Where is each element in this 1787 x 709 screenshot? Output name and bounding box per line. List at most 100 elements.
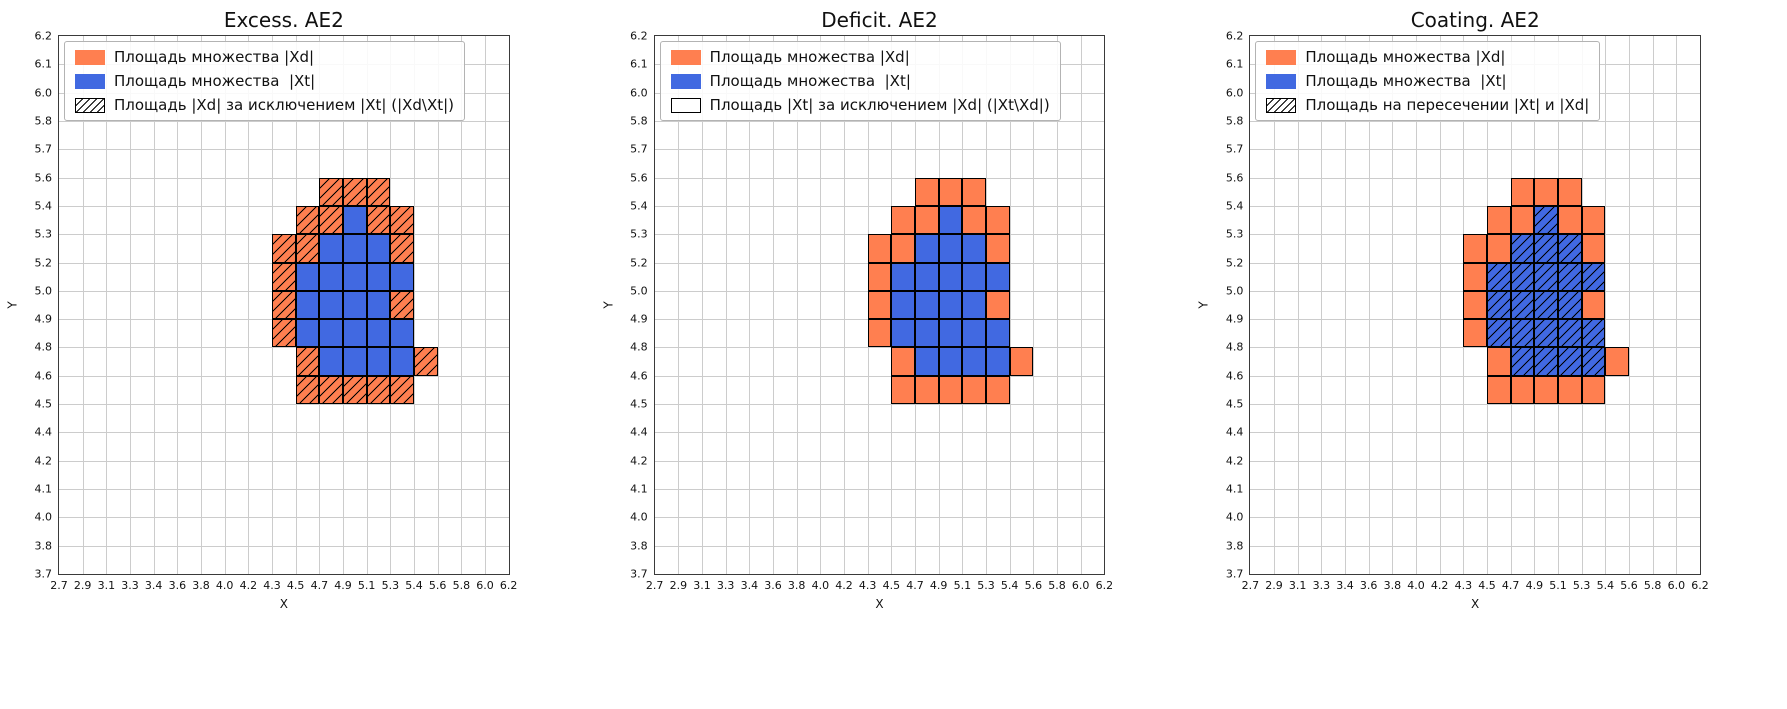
grid-cell-xt [962,234,986,263]
grid-cell-xt [366,319,391,348]
gridline-horizontal [59,545,509,547]
grid-cell-xd [962,177,986,206]
x-tick-label: 3.6 [764,579,782,592]
y-tick-label: 5.7 [34,142,53,156]
x-tick-label: 2.7 [645,579,664,592]
grid-cell-xd [1487,205,1511,235]
y-tick-label: 4.6 [1225,369,1244,383]
x-tick-label: 4.2 [1430,579,1449,592]
x-tick-label: 6.2 [499,579,518,592]
gridline-vertical [153,36,155,574]
grid-cell-xd [986,375,1010,405]
x-axis-title: X [279,597,288,611]
grid-cell-xd [891,234,915,263]
y-tick-label: 4.6 [630,369,648,383]
gridline-vertical [82,36,84,574]
y-tick-label: 4.6 [34,369,53,383]
gridline-vertical [702,36,703,574]
x-tick-label: 5.1 [953,579,972,592]
grid-cell-xt [915,290,939,320]
y-tick-label: 4.9 [630,312,648,326]
y-tick-label: 5.6 [1225,171,1244,185]
gridline-horizontal [59,404,509,406]
y-tick-label: 4.5 [1225,397,1244,411]
grid-cell-xt [295,262,320,291]
y-tick-label: 6.2 [1225,29,1244,43]
y-tick-label: 5.7 [1225,142,1244,156]
y-tick-label: 5.0 [630,284,648,298]
y-tick-label: 6.2 [34,29,53,43]
grid-cell-xt [390,347,414,376]
gridline-vertical [1392,36,1394,574]
legend-swatch-hatch [75,97,105,113]
y-tick-label: 4.8 [1225,340,1244,354]
grid-cell-xt [1510,347,1535,376]
grid-cell-xt [938,290,963,320]
y-tick-label: 5.6 [34,171,53,185]
grid-cell-xd [867,234,892,263]
grid-cell-xt [319,290,343,320]
grid-cell-xt [1534,347,1558,376]
grid-cell-xt [295,319,320,348]
x-tick-label: 5.3 [1572,579,1591,592]
y-tick-label: 6.0 [630,86,648,100]
grid-cell-xt [319,262,343,291]
grid-cell-xt [938,347,963,376]
legend-item: Площадь множества |Xd| [1266,48,1589,66]
grid-cell-xd [867,319,892,348]
gridline-horizontal [1250,177,1701,179]
x-tick-label: 4.5 [286,579,305,592]
grid-cell-xt [1510,262,1535,291]
gridline-vertical [414,36,415,574]
y-tick-label: 4.4 [1225,425,1244,439]
gridline-vertical [1439,36,1441,574]
y-tick-label: 4.5 [34,397,53,411]
y-tick-label: 4.8 [630,340,648,354]
grid-cell-xd [1581,234,1606,263]
legend-item: Площадь |Xt| за исключением |Xd| (|Xt\Xd… [670,96,1050,114]
legend-label: Площадь множества |Xd| [709,48,910,66]
grid-cell-xt [938,205,963,235]
legend: Площадь множества |Xd| Площадь множества … [659,41,1061,121]
y-tick-label: 5.3 [34,227,53,241]
y-axis-title: Y [5,301,20,309]
x-axis-title: X [1471,597,1480,611]
grid-cell-xt [1558,347,1582,376]
y-tick-label: 4.1 [34,482,53,496]
gridline-horizontal [59,517,509,519]
gridline-horizontal [59,177,509,179]
gridline-vertical [130,36,131,574]
grid-cell-xt [343,347,367,376]
x-tick-label: 5.4 [1000,579,1019,592]
grid-cell-xd [414,347,438,376]
legend-item: Площадь |Xd| за исключением |Xt| (|Xd\Xt… [75,96,454,114]
x-tick-label: 5.3 [977,579,995,592]
legend-item: Площадь на пересечении |Xt| и |Xd| [1266,96,1589,114]
grid-cell-xd [295,375,320,405]
legend-label: Площадь множества |Xt| [1305,72,1507,90]
y-tick-label: 6.0 [34,86,53,100]
grid-cell-xd [986,234,1010,263]
gridline-vertical [820,36,822,574]
grid-cell-xd [390,290,414,320]
x-tick-label: 2.9 [1265,579,1283,592]
legend-item: Площадь множества |Xt| [1266,72,1589,90]
plot-title: Coating. AE2 [1410,8,1540,32]
gridline-vertical [106,36,108,574]
gridline-horizontal [654,432,1105,434]
grid-cell-xd [867,262,892,291]
y-tick-label: 4.1 [630,482,648,496]
x-tick-label: 4.9 [929,579,948,592]
grid-cell-xt [1487,262,1511,291]
y-tick-label: 4.0 [630,510,648,524]
y-tick-label: 5.2 [34,256,53,270]
grid-cell-xt [1487,319,1511,348]
gridline-vertical [485,36,486,574]
gridline-horizontal [59,149,509,151]
grid-cell-xt [1581,319,1606,348]
y-tick-label: 5.8 [630,114,648,128]
x-tick-label: 5.4 [1596,579,1615,592]
gridline-horizontal [59,460,509,462]
legend-swatch-xd [75,49,105,65]
